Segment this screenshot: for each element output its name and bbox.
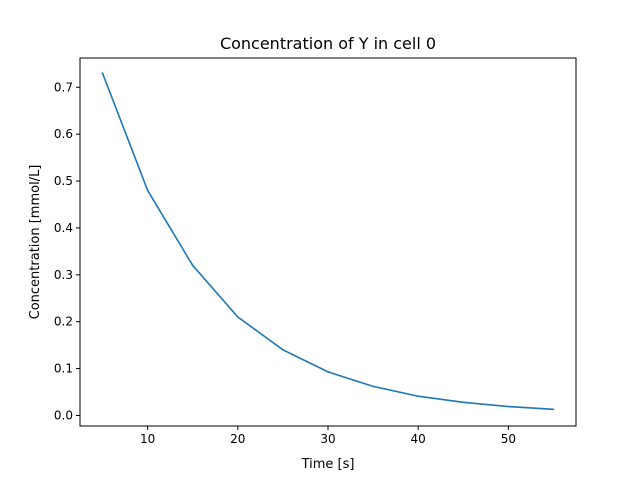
x-axis: 10 20 30 40 50 (140, 426, 516, 446)
chart-title: Concentration of Y in cell 0 (220, 34, 436, 53)
x-axis-label: Time [s] (301, 457, 355, 472)
data-point (462, 401, 465, 404)
series-layer (101, 72, 555, 411)
y-tick-label: 0.0 (54, 408, 73, 422)
y-axis-label: Concentration [mmol/L] (28, 165, 43, 320)
data-point (282, 349, 284, 351)
data-point (417, 395, 419, 398)
data-point (327, 371, 329, 373)
y-tick-label: 0.5 (54, 174, 73, 188)
x-tick-label: 20 (230, 432, 245, 446)
y-tick-label: 0.3 (54, 268, 73, 282)
x-tick-label: 50 (501, 432, 516, 446)
y-tick-label: 0.4 (54, 221, 73, 235)
data-point (191, 264, 194, 267)
y-tick-label: 0.1 (54, 362, 73, 376)
data-point (146, 189, 149, 192)
y-axis: 0.0 0.1 0.2 0.3 0.4 0.5 0.6 0.7 (54, 80, 80, 422)
y-tick-label: 0.6 (54, 127, 73, 141)
data-point (507, 405, 510, 408)
data-point (101, 72, 104, 75)
x-tick-label: 30 (320, 432, 335, 446)
x-tick-label: 40 (411, 432, 426, 446)
data-point (552, 408, 555, 411)
data-point (237, 316, 239, 318)
x-tick-label: 10 (140, 432, 155, 446)
y-tick-label: 0.7 (54, 80, 73, 94)
data-point (372, 385, 374, 388)
y-tick-label: 0.2 (54, 315, 73, 329)
